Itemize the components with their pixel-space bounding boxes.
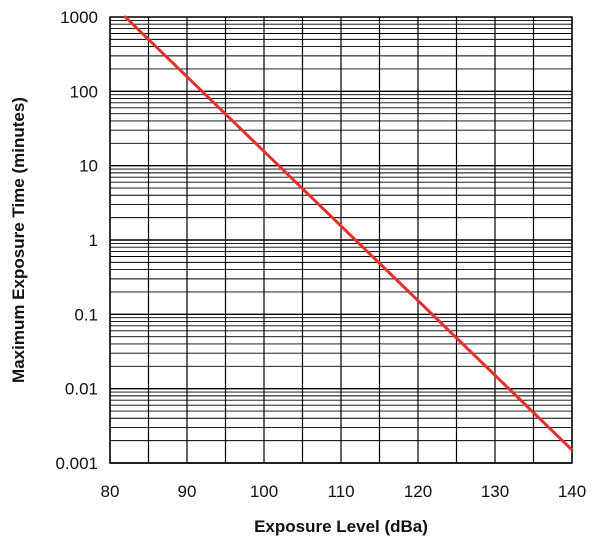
x-tick-label: 130 bbox=[481, 482, 509, 501]
grid bbox=[109, 17, 573, 464]
x-tick-label: 110 bbox=[327, 482, 354, 501]
x-axis-ticks: 80 90 100 110 120 130 140 bbox=[101, 482, 587, 501]
y-tick-label: 10 bbox=[79, 157, 98, 176]
y-tick-label: 100 bbox=[70, 82, 98, 101]
x-tick-label: 90 bbox=[178, 482, 197, 501]
y-tick-label: 0.001 bbox=[55, 454, 98, 473]
x-axis-label: Exposure Level (dBa) bbox=[254, 517, 428, 536]
x-tick-label: 100 bbox=[250, 482, 278, 501]
x-tick-label: 120 bbox=[404, 482, 432, 501]
y-tick-label: 0.1 bbox=[74, 305, 98, 324]
y-axis-ticks: 1000 100 10 1 0.1 0.01 0.001 bbox=[55, 8, 98, 473]
y-axis-label: Maximum Exposure Time (minutes) bbox=[9, 97, 28, 383]
y-tick-label: 1 bbox=[89, 231, 98, 250]
plot-border bbox=[109, 16, 573, 464]
y-tick-label: 0.01 bbox=[65, 380, 98, 399]
x-tick-label: 80 bbox=[101, 482, 120, 501]
series-layer bbox=[123, 15, 574, 452]
y-tick-label: 1000 bbox=[60, 8, 98, 27]
series-line-0 bbox=[123, 15, 574, 452]
x-tick-label: 140 bbox=[558, 482, 586, 501]
